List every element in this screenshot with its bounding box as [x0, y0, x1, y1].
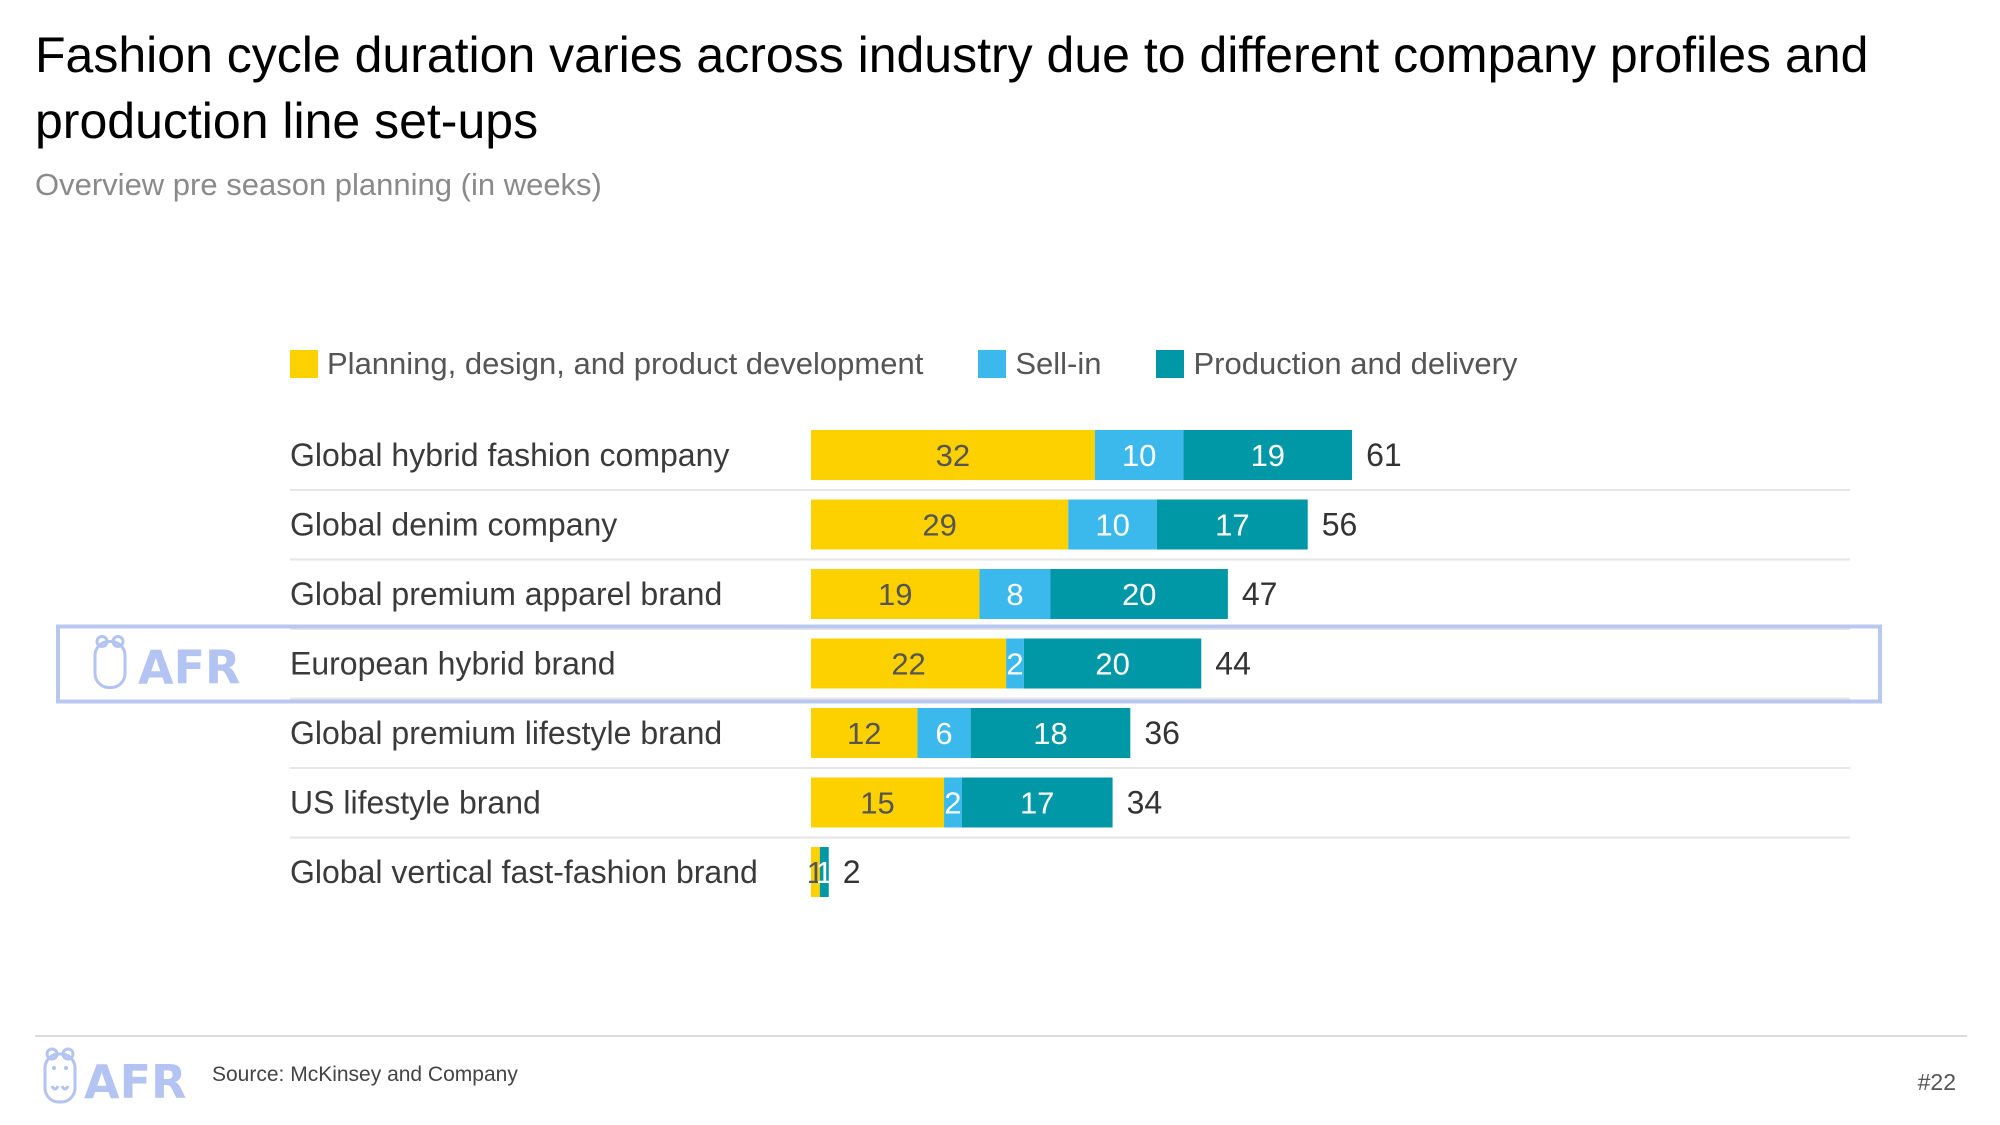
bar-production-and-delivery-us-lifestyle-brand: [961, 777, 1113, 828]
legend-label-sell-in: Sell-in: [1015, 346, 1102, 381]
bar-production-and-delivery-global-vertical-fast-fashion-brand: [819, 847, 829, 897]
value-label-sell-in-global-premium-lifestyle-brand: 6: [935, 716, 952, 751]
value-label-sell-in-us-lifestyle-brand: 2: [944, 786, 961, 821]
legend-item-planning: Planning, design, and product developmen…: [290, 346, 923, 382]
bar-production-and-delivery-global-hybrid-fashion-company: [1183, 430, 1353, 480]
bar-sell-in-global-hybrid-fashion-company: [1094, 430, 1184, 480]
total-label-us-lifestyle-brand: 34: [1127, 785, 1163, 821]
footer-divider: [35, 1035, 1967, 1037]
total-label-european-hybrid-brand: 44: [1215, 646, 1251, 682]
legend-swatch-planning: [290, 350, 318, 378]
legend-swatch-sell-in: [978, 350, 1007, 378]
value-label-production-and-delivery-us-lifestyle-brand: 17: [1020, 786, 1054, 821]
bar-production-and-delivery-european-hybrid-brand: [1023, 638, 1202, 689]
bar-production-and-delivery-global-premium-lifestyle-brand: [970, 708, 1131, 758]
category-label-global-denim-company: Global denim company: [290, 507, 617, 543]
stacked-bar-chart: Global hybrid fashion company 32 10 19 61Glo…: [56, 430, 1882, 897]
bar-sell-in-global-premium-lifestyle-brand: [917, 708, 971, 758]
value-label-planning-design-and-product-development-global-hybrid-fashion-company: 32: [936, 438, 970, 473]
value-label-production-and-delivery-global-premium-lifestyle-brand: 18: [1033, 716, 1067, 751]
value-label-production-and-delivery-global-vertical-fast-fashion-brand: 1: [816, 855, 833, 890]
chart-subtitle: Overview pre season planning (in weeks): [35, 167, 602, 202]
value-label-planning-design-and-product-development-global-denim-company: 29: [922, 508, 956, 543]
bar-planning-design-and-product-development-global-denim-company: [811, 499, 1069, 550]
bar-planning-design-and-product-development-global-premium-apparel-brand: [811, 569, 980, 619]
afr-watermark-icon: [93, 635, 127, 689]
bar-sell-in-global-premium-apparel-brand: [979, 569, 1051, 619]
value-label-sell-in-european-hybrid-brand: 2: [1006, 647, 1023, 682]
value-label-sell-in-global-premium-apparel-brand: 8: [1006, 577, 1023, 612]
total-label-global-denim-company: 56: [1322, 507, 1358, 543]
bar-planning-design-and-product-development-us-lifestyle-brand: [811, 777, 945, 828]
total-label-global-premium-apparel-brand: 47: [1242, 576, 1278, 612]
total-label-global-hybrid-fashion-company: 61: [1366, 437, 1402, 473]
value-label-production-and-delivery-global-denim-company: 17: [1215, 508, 1249, 543]
value-label-sell-in-global-denim-company: 10: [1095, 508, 1129, 543]
legend-item-production: Production and delivery: [1156, 346, 1517, 382]
bar-sell-in-global-denim-company: [1068, 499, 1157, 550]
value-label-planning-design-and-product-development-global-premium-apparel-brand: 19: [878, 577, 912, 612]
bar-sell-in-us-lifestyle-brand: [944, 777, 962, 828]
bar-planning-design-and-product-development-global-premium-lifestyle-brand: [811, 708, 918, 758]
bar-planning-design-and-product-development-european-hybrid-brand: [811, 638, 1007, 689]
bar-planning-design-and-product-development-global-hybrid-fashion-company: [811, 430, 1095, 480]
value-label-planning-design-and-product-development-us-lifestyle-brand: 15: [860, 786, 894, 821]
afr-watermark-text: AFR: [138, 641, 240, 695]
category-label-global-hybrid-fashion-company: Global hybrid fashion company: [290, 437, 729, 473]
value-label-planning-design-and-product-development-global-premium-lifestyle-brand: 12: [847, 716, 881, 751]
value-label-production-and-delivery-european-hybrid-brand: 20: [1095, 647, 1129, 682]
afr-mascot-icon: [43, 1047, 77, 1104]
bar-sell-in-european-hybrid-brand: [1006, 638, 1024, 689]
legend-label-production: Production and delivery: [1193, 346, 1518, 381]
value-label-planning-design-and-product-development-european-hybrid-brand: 22: [891, 647, 925, 682]
bar-planning-design-and-product-development-global-vertical-fast-fashion-brand: [811, 847, 820, 897]
total-label-global-vertical-fast-fashion-brand: 2: [843, 854, 861, 890]
afr-logo-icon: AFR: [43, 1047, 186, 1108]
afr-logo-text: AFR: [84, 1055, 186, 1108]
page-title: Fashion cycle duration varies across ind…: [35, 27, 1869, 149]
category-label-global-vertical-fast-fashion-brand: Global vertical fast-fashion brand: [290, 854, 758, 890]
legend-label-planning: Planning, design, and product developmen…: [327, 346, 924, 381]
value-label-production-and-delivery-global-premium-apparel-brand: 20: [1122, 577, 1156, 612]
highlight-box: [56, 624, 1882, 704]
legend-item-sell-in: Sell-in: [978, 346, 1101, 382]
category-label-global-premium-lifestyle-brand: Global premium lifestyle brand: [290, 715, 722, 751]
bar-production-and-delivery-global-premium-apparel-brand: [1050, 569, 1228, 619]
category-label-european-hybrid-brand: European hybrid brand: [290, 646, 616, 682]
legend-swatch-production: [1156, 350, 1185, 378]
value-label-planning-design-and-product-development-global-vertical-fast-fashion-brand: 1: [807, 855, 824, 890]
bar-production-and-delivery-global-denim-company: [1156, 499, 1308, 550]
category-label-global-premium-apparel-brand: Global premium apparel brand: [290, 576, 722, 612]
source-note: Source: McKinsey and Company: [212, 1063, 518, 1086]
chart-legend: Planning, design, and product developmen…: [290, 344, 1572, 384]
page-number: #22: [1917, 1069, 1956, 1095]
category-label-us-lifestyle-brand: US lifestyle brand: [290, 785, 541, 821]
total-label-global-premium-lifestyle-brand: 36: [1144, 715, 1180, 751]
value-label-sell-in-global-hybrid-fashion-company: 10: [1122, 438, 1156, 473]
value-label-production-and-delivery-global-hybrid-fashion-company: 19: [1251, 438, 1285, 473]
